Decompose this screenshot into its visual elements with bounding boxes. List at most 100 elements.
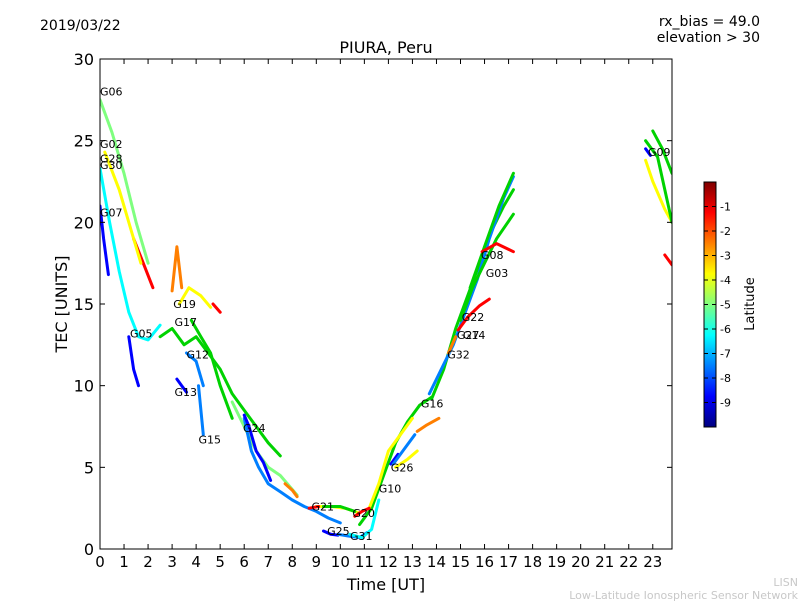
satellite-label-g21: G21 bbox=[311, 501, 334, 514]
colorbar-tick-label: -7 bbox=[720, 348, 731, 361]
series-track-32 bbox=[427, 175, 515, 396]
x-tick-label: 19 bbox=[547, 553, 566, 571]
satellite-label-g14: G14 bbox=[463, 329, 486, 342]
colorbar-tick-label: -4 bbox=[720, 274, 731, 287]
series-track-4 bbox=[100, 204, 110, 277]
series-layer bbox=[100, 98, 672, 540]
series-track-10 bbox=[189, 318, 234, 420]
x-tick-label: 2 bbox=[143, 553, 153, 571]
colorbar-tick-label: -8 bbox=[720, 372, 731, 385]
satellite-label-g28: G28 bbox=[100, 153, 123, 166]
x-tick-label: 6 bbox=[239, 553, 249, 571]
series-track-41 bbox=[644, 147, 652, 157]
satellite-label-g22: G22 bbox=[462, 311, 485, 324]
series-track-8 bbox=[170, 245, 184, 293]
series-track-40 bbox=[651, 129, 672, 175]
colorbar-tick-label: -6 bbox=[720, 323, 731, 336]
y-tick-label: 20 bbox=[74, 213, 94, 232]
satellite-label-g12: G12 bbox=[187, 349, 210, 362]
satellite-label-g05: G05 bbox=[130, 327, 153, 340]
credit-short: LISN bbox=[773, 576, 798, 589]
colorbar-label: Latitude bbox=[743, 277, 758, 331]
y-tick-label: 15 bbox=[74, 295, 94, 314]
x-tick-label: 8 bbox=[287, 553, 297, 571]
colorbar-ticks: -1 -2 -3 -4 -5 -6 -7 -8 -9 bbox=[704, 201, 731, 410]
x-axis-label: Time [UT] bbox=[346, 575, 425, 594]
y-tick-label: 0 bbox=[84, 540, 94, 559]
x-tick-label: 11 bbox=[355, 553, 374, 571]
date-label: 2019/03/22 bbox=[40, 18, 121, 34]
x-tick-label: 17 bbox=[499, 553, 518, 571]
x-tick-label: 0 bbox=[95, 553, 105, 571]
colorbar-tick-label: -3 bbox=[720, 250, 731, 263]
satellite-label-g09: G09 bbox=[648, 146, 671, 159]
series-track-17 bbox=[242, 413, 273, 482]
satellite-label-g19: G19 bbox=[173, 298, 196, 311]
series-track-34 bbox=[468, 171, 515, 290]
x-tick-label: 14 bbox=[427, 553, 446, 571]
x-tick-label: 20 bbox=[571, 553, 590, 571]
colorbar-tick-label: -2 bbox=[720, 225, 731, 238]
x-tick-label: 23 bbox=[643, 553, 662, 571]
x-tick-label: 3 bbox=[167, 553, 177, 571]
satellite-label-g27: G27 bbox=[457, 329, 480, 342]
x-tick-label: 7 bbox=[263, 553, 273, 571]
series-track-5 bbox=[127, 335, 140, 388]
x-tick-label: 12 bbox=[379, 553, 398, 571]
rx-bias-label: rx_bias = 49.0 bbox=[658, 14, 760, 30]
series-track-42 bbox=[663, 253, 672, 267]
x-tick-label: 10 bbox=[331, 553, 350, 571]
series-track-23 bbox=[348, 498, 381, 540]
x-tick-label: 4 bbox=[191, 553, 201, 571]
satellite-label-g02: G02 bbox=[100, 138, 123, 151]
satellite-label-g16: G16 bbox=[421, 398, 444, 411]
satellite-label-g20: G20 bbox=[352, 507, 375, 520]
series-track-2 bbox=[103, 150, 143, 265]
series-track-7 bbox=[177, 286, 213, 309]
x-tick-label: 21 bbox=[595, 553, 614, 571]
colorbar-tick-label: -1 bbox=[720, 201, 731, 214]
satellite-label-g25: G25 bbox=[327, 525, 350, 538]
series-track-38 bbox=[644, 158, 672, 224]
series-track-12 bbox=[175, 377, 188, 394]
y-tick-label: 25 bbox=[74, 132, 94, 151]
colorbar-tick-label: -9 bbox=[720, 397, 731, 410]
series-track-0 bbox=[100, 98, 150, 265]
series-track-6 bbox=[158, 327, 282, 458]
satellite-label-g32: G32 bbox=[447, 349, 470, 362]
series-track-26 bbox=[353, 506, 371, 518]
series-track-13 bbox=[197, 384, 205, 437]
satellite-label-g17: G17 bbox=[175, 316, 198, 329]
series-track-3 bbox=[100, 166, 162, 342]
series-track-16 bbox=[242, 416, 342, 525]
series-track-29 bbox=[391, 433, 417, 466]
series-track-37 bbox=[480, 242, 515, 254]
y-tick-label: 30 bbox=[74, 50, 94, 69]
satellite-label-g15: G15 bbox=[199, 434, 222, 447]
satellite-label-g03: G03 bbox=[486, 267, 509, 280]
series-track-9 bbox=[211, 302, 222, 314]
satellite-label-g07: G07 bbox=[100, 207, 123, 220]
series-track-33 bbox=[459, 212, 515, 322]
satellite-label-g08: G08 bbox=[481, 249, 504, 262]
satellite-label-g13: G13 bbox=[175, 386, 198, 399]
x-tick-label: 22 bbox=[619, 553, 638, 571]
series-track-28 bbox=[394, 449, 419, 469]
series-track-25 bbox=[367, 416, 414, 510]
satellite-label-g26: G26 bbox=[391, 461, 414, 474]
x-tick-label: 15 bbox=[451, 553, 470, 571]
x-tick-label: 9 bbox=[312, 553, 322, 571]
colorbar-tick-label: -5 bbox=[720, 299, 731, 312]
satellite-label-g30: G30 bbox=[100, 159, 123, 172]
series-track-30 bbox=[415, 416, 441, 433]
chart-title: PIURA, Peru bbox=[339, 38, 433, 57]
satellite-label-g10: G10 bbox=[379, 483, 402, 496]
series-track-21 bbox=[322, 529, 340, 537]
series-track-27 bbox=[389, 452, 400, 466]
y-axis-label: TEC [UNITS] bbox=[52, 256, 71, 354]
x-tick-label: 1 bbox=[119, 553, 129, 571]
credit-full: Low-Latitude Ionospheric Sensor Network bbox=[569, 589, 798, 602]
x-tick-label: 18 bbox=[523, 553, 542, 571]
